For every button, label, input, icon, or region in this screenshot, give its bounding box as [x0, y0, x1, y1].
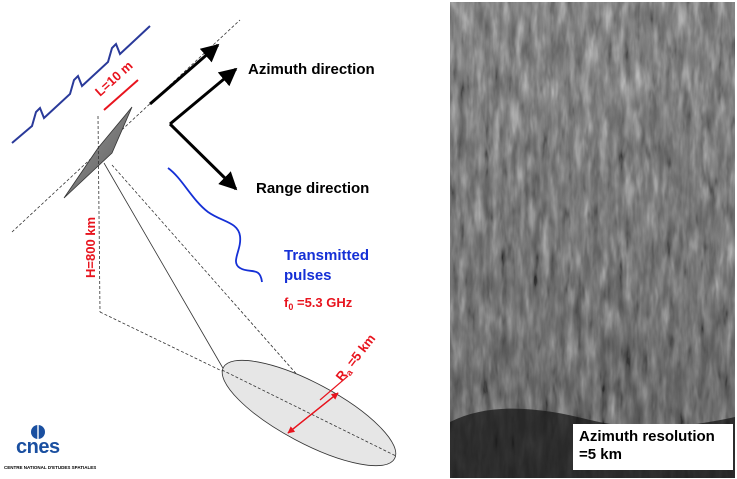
range-direction-label: Range direction	[256, 180, 369, 197]
logo-subtitle: CENTRE NATIONAL D'ETUDES SPATIALES	[4, 465, 97, 470]
transmitted-pulses-label: Transmitted pulses	[284, 247, 373, 284]
azimuth-resolution-caption: Azimuth resolution =5 km	[573, 424, 733, 470]
caption-line: Azimuth resolution	[579, 428, 715, 445]
cnes-logo: cnes CENTRE NATIONAL D'ETUDES SPATIALES	[4, 418, 97, 478]
logo-wordmark: cnes	[16, 436, 60, 458]
range-direction-arrow	[168, 122, 238, 191]
footprint-axis-line	[221, 369, 397, 457]
altitude-label: H=800 km	[83, 217, 98, 278]
sar-image-texture	[450, 2, 735, 478]
cnes-logo-mark-icon	[31, 420, 45, 444]
antenna-length-marker	[103, 79, 139, 111]
beam-edge-line	[111, 164, 301, 379]
antenna-length-label: L=10 m	[92, 58, 136, 99]
azimuth-resolution-label: Ra =5 km	[333, 331, 380, 385]
caption-line: =5 km	[579, 446, 622, 463]
beam-edge-line	[103, 162, 225, 371]
transmitted-pulse-wave	[167, 167, 263, 283]
flight-track-line	[11, 19, 241, 233]
pulse-train-wave	[11, 25, 151, 144]
beam-edge-line	[97, 115, 101, 313]
ground-footprint-ellipse	[221, 359, 397, 467]
azimuth-resolution-marker	[319, 375, 349, 401]
azimuth-resolution-marker	[287, 392, 339, 434]
azimuth-direction-label: Azimuth direction	[248, 61, 375, 78]
frequency-label: f0 =5.3 GHz	[284, 295, 353, 312]
azimuth-direction-arrow	[169, 67, 238, 126]
beam-edge-line	[99, 311, 225, 373]
sar-image-panel	[450, 2, 735, 478]
flight-direction-arrow	[149, 43, 220, 106]
